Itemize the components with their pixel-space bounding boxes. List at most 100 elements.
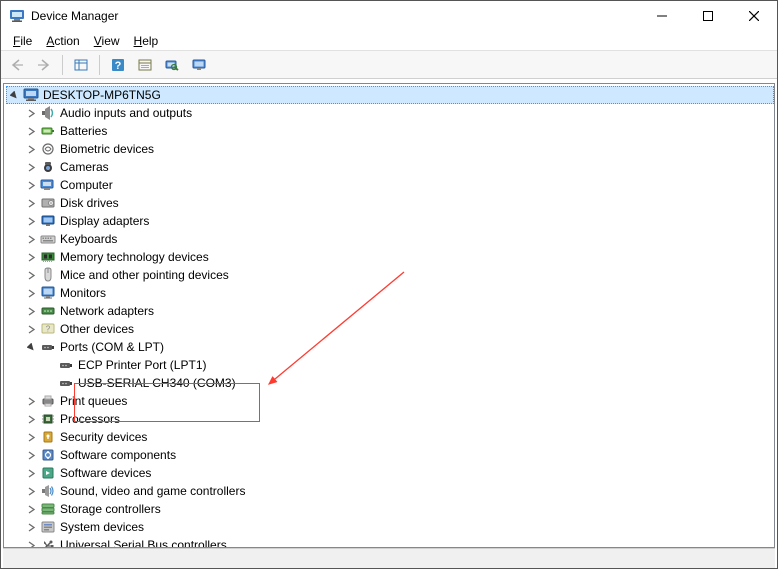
port-dev-icon	[58, 375, 74, 391]
collapse-icon[interactable]	[7, 88, 21, 102]
tree-node[interactable]: Biometric devices	[6, 140, 774, 158]
menu-action[interactable]: Action	[40, 32, 85, 50]
show-hidden-button[interactable]	[69, 54, 93, 76]
port-icon	[40, 339, 56, 355]
sw-comp-icon	[40, 447, 56, 463]
tree-node-label: Storage controllers	[60, 502, 161, 516]
expand-icon[interactable]	[24, 448, 38, 462]
device-manager-window: Device Manager File Action View Help ? D…	[0, 0, 778, 569]
minimize-button[interactable]	[639, 1, 685, 31]
camera-icon	[40, 159, 56, 175]
menu-view[interactable]: View	[88, 32, 126, 50]
device-tree[interactable]: DESKTOP-MP6TN5GAudio inputs and outputsB…	[4, 84, 774, 547]
tree-node-label: Security devices	[60, 430, 147, 444]
expand-icon[interactable]	[24, 502, 38, 516]
svg-text:?: ?	[46, 325, 51, 334]
tree-node[interactable]: Processors	[6, 410, 774, 428]
expand-icon[interactable]	[24, 178, 38, 192]
tree-node[interactable]: USB-SERIAL CH340 (COM3)	[6, 374, 774, 392]
tree-node-label: Memory technology devices	[60, 250, 209, 264]
tree-node-label: Monitors	[60, 286, 106, 300]
computer-root-icon	[23, 87, 39, 103]
expand-icon[interactable]	[24, 160, 38, 174]
tree-node-label: Ports (COM & LPT)	[60, 340, 164, 354]
network-icon	[40, 303, 56, 319]
tree-node[interactable]: Software devices	[6, 464, 774, 482]
tree-node[interactable]: Memory technology devices	[6, 248, 774, 266]
close-button[interactable]	[731, 1, 777, 31]
tree-node[interactable]: Universal Serial Bus controllers	[6, 536, 774, 547]
tree-node[interactable]: ?Other devices	[6, 320, 774, 338]
tree-node-label: Sound, video and game controllers	[60, 484, 245, 498]
nav-back-button[interactable]	[5, 54, 29, 76]
tree-node[interactable]: Batteries	[6, 122, 774, 140]
tree-node[interactable]: Sound, video and game controllers	[6, 482, 774, 500]
maximize-button[interactable]	[685, 1, 731, 31]
statusbar	[3, 548, 775, 568]
nav-forward-button[interactable]	[32, 54, 56, 76]
menu-file[interactable]: File	[7, 32, 38, 50]
tree-node[interactable]: Ports (COM & LPT)	[6, 338, 774, 356]
expand-icon[interactable]	[24, 268, 38, 282]
keyboard-icon	[40, 231, 56, 247]
toolbar-separator	[62, 55, 63, 75]
content-area: DESKTOP-MP6TN5GAudio inputs and outputsB…	[1, 79, 777, 568]
expand-icon[interactable]	[24, 214, 38, 228]
menu-help[interactable]: Help	[128, 32, 165, 50]
window-controls	[639, 1, 777, 31]
expand-icon[interactable]	[24, 232, 38, 246]
tree-node-label: Processors	[60, 412, 120, 426]
expand-icon[interactable]	[24, 106, 38, 120]
tree-node-label: ECP Printer Port (LPT1)	[78, 358, 206, 372]
expand-icon[interactable]	[24, 142, 38, 156]
expand-icon[interactable]	[24, 538, 38, 547]
tree-node[interactable]: Computer	[6, 176, 774, 194]
expand-icon[interactable]	[24, 484, 38, 498]
expand-icon[interactable]	[24, 322, 38, 336]
tree-node[interactable]: Monitors	[6, 284, 774, 302]
tree-node[interactable]: Audio inputs and outputs	[6, 104, 774, 122]
tree-node[interactable]: System devices	[6, 518, 774, 536]
window-title: Device Manager	[31, 9, 639, 23]
expand-icon[interactable]	[24, 520, 38, 534]
tree-node[interactable]: DESKTOP-MP6TN5G	[6, 86, 774, 104]
sw-dev-icon	[40, 465, 56, 481]
tree-node[interactable]: Security devices	[6, 428, 774, 446]
tree-node[interactable]: ECP Printer Port (LPT1)	[6, 356, 774, 374]
tree-node[interactable]: Disk drives	[6, 194, 774, 212]
computer-icon	[40, 177, 56, 193]
scan-hardware-button[interactable]	[160, 54, 184, 76]
tree-node[interactable]: Software components	[6, 446, 774, 464]
expand-icon[interactable]	[24, 196, 38, 210]
properties-button[interactable]	[133, 54, 157, 76]
tree-node[interactable]: Display adapters	[6, 212, 774, 230]
tree-node[interactable]: Network adapters	[6, 302, 774, 320]
expand-icon[interactable]	[24, 394, 38, 408]
monitor-button[interactable]	[187, 54, 211, 76]
expand-icon[interactable]	[24, 466, 38, 480]
tree-container: DESKTOP-MP6TN5GAudio inputs and outputsB…	[3, 83, 775, 548]
expand-icon[interactable]	[24, 250, 38, 264]
tree-node[interactable]: Mice and other pointing devices	[6, 266, 774, 284]
mouse-icon	[40, 267, 56, 283]
tree-node[interactable]: Cameras	[6, 158, 774, 176]
tree-node-label: Network adapters	[60, 304, 154, 318]
svg-text:?: ?	[115, 60, 122, 72]
tree-node[interactable]: Storage controllers	[6, 500, 774, 518]
tree-node[interactable]: Keyboards	[6, 230, 774, 248]
tree-node-label: USB-SERIAL CH340 (COM3)	[78, 376, 236, 390]
tree-node-label: Software devices	[60, 466, 151, 480]
tree-node[interactable]: Print queues	[6, 392, 774, 410]
port-dev-icon	[58, 357, 74, 373]
titlebar: Device Manager	[1, 1, 777, 31]
expand-icon[interactable]	[24, 412, 38, 426]
help-button[interactable]: ?	[106, 54, 130, 76]
collapse-icon[interactable]	[24, 340, 38, 354]
expand-icon[interactable]	[24, 124, 38, 138]
battery-icon	[40, 123, 56, 139]
expand-icon[interactable]	[24, 304, 38, 318]
expand-icon[interactable]	[24, 286, 38, 300]
expand-icon[interactable]	[24, 430, 38, 444]
app-icon	[9, 8, 25, 24]
audio-icon	[40, 105, 56, 121]
